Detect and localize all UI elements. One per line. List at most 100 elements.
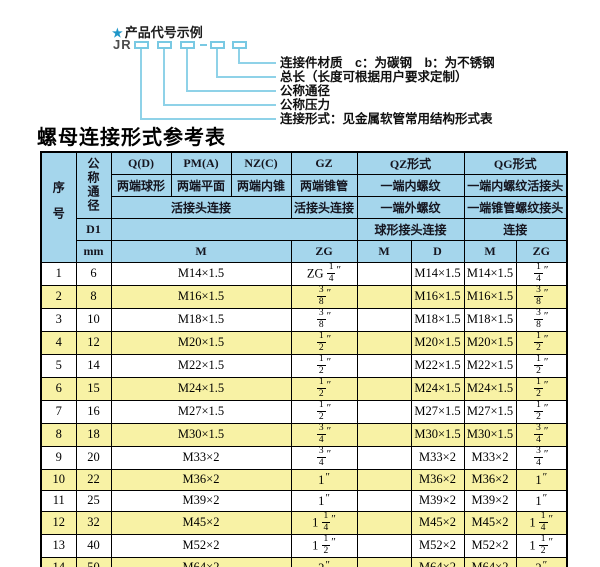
code-label-pressure: 公称压力 xyxy=(280,98,331,112)
cell-qz-d: M20×1.5 xyxy=(410,330,465,355)
cell-zg: 1″ xyxy=(290,468,358,491)
cell-qg-m: M18×1.5 xyxy=(463,307,517,332)
cell-dn: 6 xyxy=(75,261,112,286)
cell-qg-m: M64×2 xyxy=(463,556,517,567)
cell-qz-m xyxy=(356,284,412,309)
header-pm-desc: 两端平面 xyxy=(170,173,232,197)
cell-qz-m xyxy=(356,307,412,332)
cell-zg: 1 2 ″ xyxy=(290,376,358,401)
table-row: 4 12 M20×1.5 1 2 ″ M20×1.5 M20×1.5 1 2 ″ xyxy=(40,330,568,355)
cell-qg-m: M27×1.5 xyxy=(463,399,517,424)
connector-line xyxy=(238,49,240,63)
cell-m: M22×1.5 xyxy=(110,353,292,378)
cell-qg-zg: 1 2 ″ xyxy=(515,353,568,378)
code-box xyxy=(210,41,225,49)
table-row: 11 25 M39×2 1″ M39×2 M39×2 1″ xyxy=(40,489,568,512)
header-qz-connection: 球形接头连接 xyxy=(356,217,465,241)
cell-qg-zg: 3 4 ″ xyxy=(515,445,568,470)
col-header-q: Q(D) xyxy=(110,151,172,175)
cell-dn: 18 xyxy=(75,422,112,447)
code-label-material: 连接件材质 c：为碳钢 b：为不锈钢 xyxy=(280,56,495,70)
cell-qz-d: M14×1.5 xyxy=(410,261,465,286)
cell-qg-zg: 1 4 ″ xyxy=(515,261,568,286)
cell-qg-zg: 1 2 ″ xyxy=(515,330,568,355)
connector-line xyxy=(140,49,142,119)
cell-qg-zg: 1″ xyxy=(515,489,568,512)
header-d1: D1 xyxy=(75,217,112,241)
col-header-dn: 公称通径 xyxy=(75,151,112,219)
table-row: 13 40 M52×2 1 1 2 ″ M52×2 M52×2 1 1 2 ″ xyxy=(40,533,568,558)
table-header: 序号 公称通径 Q(D) PM(A) NZ(C) GZ QZ形式 QG形式 两端… xyxy=(40,151,568,263)
connector-line xyxy=(186,90,276,92)
code-box xyxy=(232,41,247,49)
cell-qg-zg: 3 4 ″ xyxy=(515,422,568,447)
cell-m: M45×2 xyxy=(110,510,292,535)
cell-qg-m: M33×2 xyxy=(463,445,517,470)
col-header-seq: 序号 xyxy=(40,151,77,263)
cell-qz-m xyxy=(356,376,412,401)
cell-qz-m xyxy=(356,468,412,491)
table-row: 7 16 M27×1.5 1 2 ″ M27×1.5 M27×1.5 1 2 ″ xyxy=(40,399,568,424)
cell-qz-d: M22×1.5 xyxy=(410,353,465,378)
cell-qz-d: M16×1.5 xyxy=(410,284,465,309)
header-qg-connection: 连接 xyxy=(463,217,568,241)
cell-seq: 9 xyxy=(40,445,77,470)
cell-dn: 8 xyxy=(75,284,112,309)
cell-zg: 1″ xyxy=(290,489,358,512)
cell-dn: 16 xyxy=(75,399,112,424)
cell-dn: 25 xyxy=(75,489,112,512)
col-header-qz: QZ形式 xyxy=(356,151,465,175)
cell-dn: 10 xyxy=(75,307,112,332)
cell-seq: 7 xyxy=(40,399,77,424)
cell-seq: 8 xyxy=(40,422,77,447)
cell-qz-m xyxy=(356,261,412,286)
code-box xyxy=(134,41,149,49)
cell-m: M16×1.5 xyxy=(110,284,292,309)
code-label-length: 总长（长度可根据用户要求定制） xyxy=(280,70,468,84)
cell-qg-m: M22×1.5 xyxy=(463,353,517,378)
cell-qg-zg: 1″ xyxy=(515,468,568,491)
cell-zg: 1 2 ″ xyxy=(290,330,358,355)
header-qg-desc2: 一端锥管螺纹接头 xyxy=(463,195,568,219)
header-m-span: M xyxy=(110,239,292,263)
cell-qg-zg: 2″ xyxy=(515,556,568,567)
header-zg: ZG xyxy=(290,239,358,263)
cell-m: M20×1.5 xyxy=(110,330,292,355)
cell-qg-m: M20×1.5 xyxy=(463,330,517,355)
star-icon: ★ xyxy=(112,26,123,40)
cell-zg: 3 4 ″ xyxy=(290,422,358,447)
header-nz-desc: 两端内锥 xyxy=(230,173,292,197)
cell-qg-m: M30×1.5 xyxy=(463,422,517,447)
cell-qz-m xyxy=(356,330,412,355)
cell-qz-d: M64×2 xyxy=(410,556,465,567)
cell-m: M14×1.5 xyxy=(110,261,292,286)
code-label-diameter: 公称通径 xyxy=(280,84,331,98)
cell-zg: 1 2 ″ xyxy=(290,399,358,424)
cell-seq: 4 xyxy=(40,330,77,355)
header-qz-desc1: 一端内螺纹 xyxy=(356,173,465,197)
cell-dn: 32 xyxy=(75,510,112,535)
table-body: 1 6 M14×1.5 ZG 1 4 ″ M14×1.5 M14×1.5 1 4 ″ 2 8 M16×1.… xyxy=(40,261,568,567)
header-qg-desc1: 一端内螺纹活接头 xyxy=(463,173,568,197)
diagram-title-text: 产品代号示例 xyxy=(124,25,203,40)
cell-qg-m: M16×1.5 xyxy=(463,284,517,309)
code-dash xyxy=(200,44,207,46)
cell-qz-m xyxy=(356,399,412,424)
connector-line xyxy=(216,76,276,78)
cell-seq: 14 xyxy=(40,556,77,567)
cell-zg: 3 8 ″ xyxy=(290,284,358,309)
cell-qg-m: M52×2 xyxy=(463,533,517,558)
header-qg-m: M xyxy=(463,239,517,263)
cell-qz-m xyxy=(356,556,412,567)
cell-m: M64×2 xyxy=(110,556,292,567)
cell-zg: 1 2 ″ xyxy=(290,353,358,378)
header-mm: mm xyxy=(75,239,112,263)
connector-line xyxy=(238,62,276,64)
cell-zg: 1 1 2 ″ xyxy=(290,533,358,558)
cell-seq: 2 xyxy=(40,284,77,309)
cell-qg-zg: 3 8 ″ xyxy=(515,307,568,332)
cell-dn: 40 xyxy=(75,533,112,558)
cell-qz-d: M24×1.5 xyxy=(410,376,465,401)
code-box xyxy=(157,41,172,49)
cell-qz-d: M39×2 xyxy=(410,489,465,512)
